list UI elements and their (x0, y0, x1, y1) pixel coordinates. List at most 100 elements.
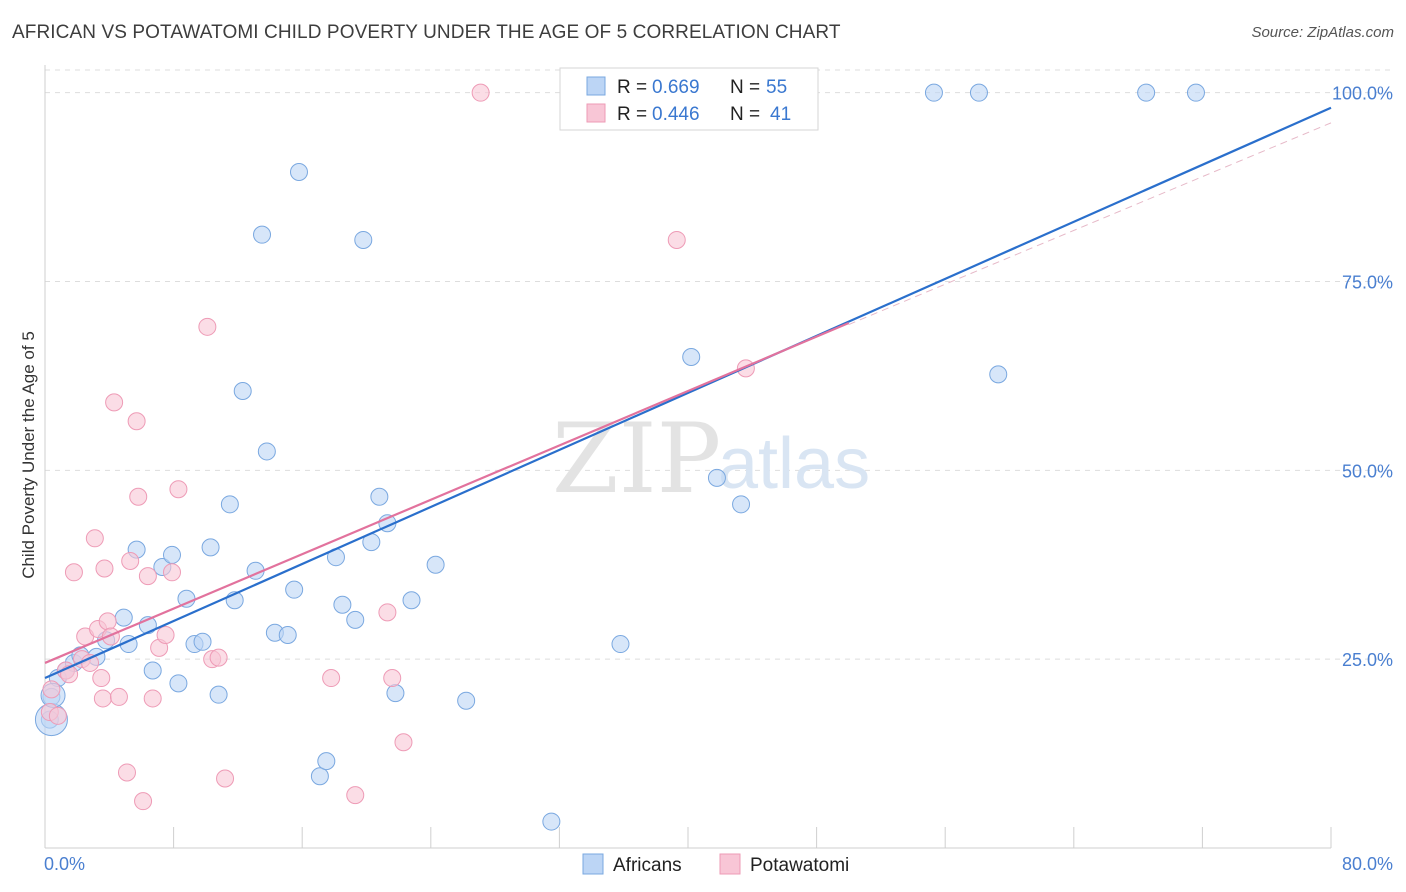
stats-swatch-africans (586, 76, 606, 96)
africans-point (1137, 83, 1156, 102)
chart-title: AFRICAN VS POTAWATOMI CHILD POVERTY UNDE… (12, 22, 841, 43)
potawatomi-point (127, 412, 146, 431)
x-tick-label-max: 80.0% (1342, 854, 1393, 874)
potawatomi-point (48, 706, 67, 725)
stats-r-value-africans: 0.669 (652, 77, 700, 98)
africans-point (346, 610, 365, 629)
potawatomi-trend-line (44, 322, 850, 664)
potawatomi-point (383, 669, 402, 688)
africans-point (257, 442, 276, 461)
potawatomi-point (138, 567, 157, 586)
africans-point (924, 83, 943, 102)
potawatomi-point (322, 669, 341, 688)
stats-n-label-africans: N = (730, 77, 760, 98)
potawatomi-point (198, 317, 217, 336)
potawatomi-point (105, 393, 124, 412)
africans-point (162, 545, 181, 564)
potawatomi-point (667, 230, 686, 249)
potawatomi-point (93, 689, 112, 708)
stats-n-label-potawatomi: N = (730, 104, 760, 125)
potawatomi-point (156, 625, 175, 644)
potawatomi-point (109, 687, 128, 706)
africans-point (1186, 83, 1205, 102)
potawatomi-point (64, 563, 83, 582)
africans-point (682, 348, 701, 367)
africans-point (169, 674, 188, 693)
legend-label-africans: Africans (613, 855, 682, 876)
y-tick-label: 25.0% (1342, 650, 1393, 670)
source-credit: Source: ZipAtlas.com (1251, 24, 1394, 41)
watermark-atlas: atlas (718, 424, 870, 504)
africans-point (193, 632, 212, 651)
watermark-zip: ZIP (552, 403, 721, 515)
africans-point (114, 608, 133, 627)
africans-point (457, 691, 476, 710)
legend: Africans Potawatomi (582, 853, 849, 876)
trend-lines (44, 106, 1332, 680)
y-tick-labels: 25.0% 50.0% 75.0% 100.0% (1332, 84, 1393, 671)
potawatomi-point (169, 480, 188, 499)
x-tick-labels: 0.0% 80.0% (44, 854, 1393, 874)
stats-box: R = 0.669 N = 55 R = 0.446 N = 41 (559, 67, 819, 131)
africans-point (370, 487, 389, 506)
africans-point (220, 495, 239, 514)
y-tick-label: 50.0% (1342, 461, 1393, 481)
potawatomi-point (209, 648, 228, 667)
africans-point (989, 365, 1008, 384)
legend-swatch-africans (582, 853, 604, 875)
africans-trend-line (44, 106, 1332, 680)
africans-point (333, 595, 352, 614)
potawatomi-point (42, 680, 61, 699)
africans-point (253, 225, 272, 244)
africans-point (354, 230, 373, 249)
potawatomi-point (346, 786, 365, 805)
stats-r-label-africans: R = (617, 77, 647, 98)
stats-n-value-potawatomi: 41 (770, 104, 791, 125)
potawatomi-point (134, 792, 153, 811)
potawatomi-point (92, 669, 111, 688)
stats-swatch-potawatomi (586, 103, 606, 123)
potawatomi-point (378, 603, 397, 622)
africans-point (278, 625, 297, 644)
potawatomi-points (40, 83, 755, 811)
africans-point (209, 685, 228, 704)
stats-r-value-potawatomi: 0.446 (652, 104, 700, 125)
africans-point (426, 555, 445, 574)
y-tick-label: 100.0% (1332, 84, 1393, 104)
africans-point (402, 591, 421, 610)
x-tick-label-min: 0.0% (44, 854, 85, 874)
potawatomi-point (143, 689, 162, 708)
potawatomi-point (471, 83, 490, 102)
africans-point (969, 83, 988, 102)
potawatomi-point (162, 563, 181, 582)
potawatomi-point (121, 551, 140, 570)
potawatomi-point (117, 763, 136, 782)
legend-swatch-potawatomi (719, 853, 741, 875)
reference-diagonal (848, 122, 1332, 326)
africans-point (317, 752, 336, 771)
potawatomi-point (129, 487, 148, 506)
y-tick-label: 75.0% (1342, 272, 1393, 292)
africans-point (732, 495, 751, 514)
watermark: ZIP atlas (552, 403, 870, 515)
africans-point (707, 468, 726, 487)
potawatomi-point (85, 529, 104, 548)
potawatomi-point (394, 733, 413, 752)
y-axis-label: Child Poverty Under the Age of 5 (19, 331, 38, 579)
africans-point (285, 580, 304, 599)
potawatomi-point (216, 769, 235, 788)
stats-r-label-potawatomi: R = (617, 104, 647, 125)
stats-n-value-africans: 55 (766, 77, 787, 98)
legend-label-potawatomi: Potawatomi (750, 855, 849, 876)
africans-point (143, 661, 162, 680)
africans-point (233, 382, 252, 401)
potawatomi-point (95, 559, 114, 578)
africans-point (386, 684, 405, 703)
africans-point (289, 162, 308, 181)
potawatomi-point (98, 612, 117, 631)
africans-point (611, 635, 630, 654)
africans-point (201, 538, 220, 557)
africans-point (542, 812, 561, 831)
africans-point (310, 767, 329, 786)
